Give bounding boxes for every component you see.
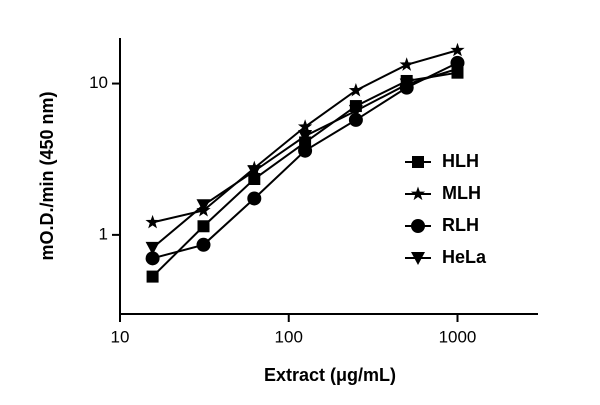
legend-label: HeLa: [442, 247, 487, 267]
data-point: [145, 214, 160, 229]
x-axis-title: Extract (μg/mL): [264, 365, 396, 385]
data-point: [146, 270, 159, 283]
data-point: [196, 237, 211, 252]
data-point: [348, 82, 364, 97]
data-point: [450, 62, 465, 76]
data-point: [348, 112, 363, 127]
legend-marker: [411, 219, 425, 233]
data-point: [145, 241, 160, 255]
data-point: [145, 251, 160, 266]
legend-marker: [410, 186, 426, 201]
data-point: [399, 57, 414, 71]
data-point: [197, 220, 210, 233]
data-point: [399, 78, 414, 92]
legend-label: HLH: [442, 151, 479, 171]
x-tick-label: 10: [111, 327, 130, 346]
legend-label: RLH: [442, 215, 479, 235]
data-point: [298, 143, 313, 158]
y-axis-title: mO.D./min (450 nm): [37, 91, 57, 260]
data-point: [196, 199, 211, 213]
y-tick-label: 10: [89, 73, 108, 92]
data-point: [297, 119, 313, 133]
data-point: [247, 165, 262, 179]
data-point: [248, 173, 261, 186]
legend-label: MLH: [442, 183, 481, 203]
legend-marker: [411, 252, 425, 265]
x-tick-label: 100: [275, 327, 303, 346]
legend-marker: [412, 156, 424, 168]
y-tick-label: 1: [99, 224, 108, 243]
data-point: [247, 191, 262, 206]
x-tick-label: 1000: [439, 327, 477, 346]
data-point: [298, 130, 313, 144]
data-point: [348, 104, 363, 118]
data-point: [450, 42, 465, 57]
